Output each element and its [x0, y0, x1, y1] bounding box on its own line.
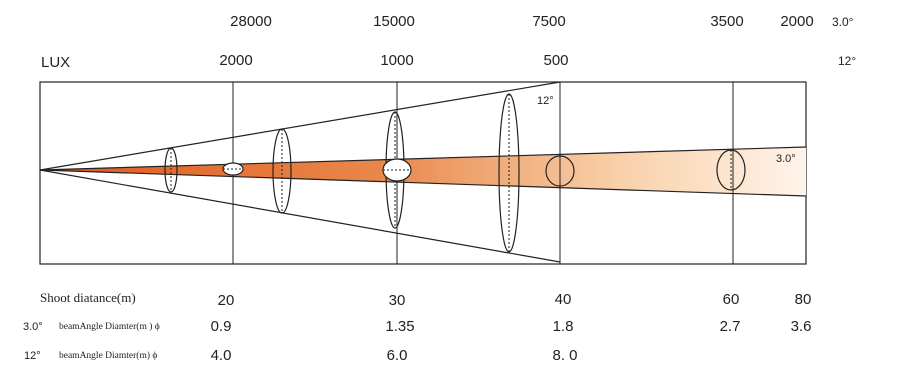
row-12deg-label: beamAngle Diamter(m) ϕ [59, 350, 157, 361]
lux-12deg-20m: 2000 [219, 52, 252, 69]
lux-12deg-30m: 1000 [380, 52, 413, 69]
wide-beam-lower-edge [39, 169, 561, 263]
lux-3deg-30m: 15000 [373, 13, 415, 30]
lux-3deg-angle: 3.0° [832, 15, 854, 29]
wide-beam-label: 12° [537, 95, 554, 107]
diam-12deg-40m: 8. 0 [552, 347, 577, 364]
row-3deg-label: beamAngle Diamter(m ) ϕ [59, 321, 160, 332]
lux-3deg-20m: 28000 [230, 13, 272, 30]
wide-beam-upper-edge [39, 81, 561, 171]
distance-80: 80 [795, 291, 812, 308]
diam-3deg-40m: 1.8 [553, 318, 574, 335]
lux-12deg-40m: 500 [543, 52, 568, 69]
row-3deg-angle: 3.0° [23, 321, 43, 333]
distance-row-label: Shoot diatance(m) [40, 290, 136, 305]
lux-12deg-angle: 12° [838, 54, 856, 68]
distance-20: 20 [218, 292, 235, 309]
narrow-beam-label: 3.0° [776, 153, 796, 165]
narrow-beam-fill [40, 147, 806, 196]
narrow-beam-lower-edge [39, 169, 807, 197]
diam-12deg-30m: 6.0 [387, 347, 408, 364]
narrow-beam-upper-edge [39, 146, 807, 171]
diam-3deg-20m: 0.9 [211, 318, 232, 335]
diam-3deg-60m: 2.7 [720, 318, 741, 335]
row-12deg-angle: 12° [24, 350, 41, 362]
lux-label: LUX [41, 54, 70, 71]
distance-40: 40 [555, 291, 572, 308]
diam-3deg-80m: 3.6 [791, 318, 812, 335]
distance-60: 60 [723, 291, 740, 308]
diam-3deg-30m: 1.35 [385, 318, 414, 335]
lux-3deg-60m: 3500 [710, 13, 743, 30]
distance-30: 30 [389, 292, 406, 309]
lux-3deg-80m: 2000 [780, 13, 813, 30]
lux-3deg-40m: 7500 [532, 13, 565, 30]
diam-12deg-20m: 4.0 [211, 347, 232, 364]
